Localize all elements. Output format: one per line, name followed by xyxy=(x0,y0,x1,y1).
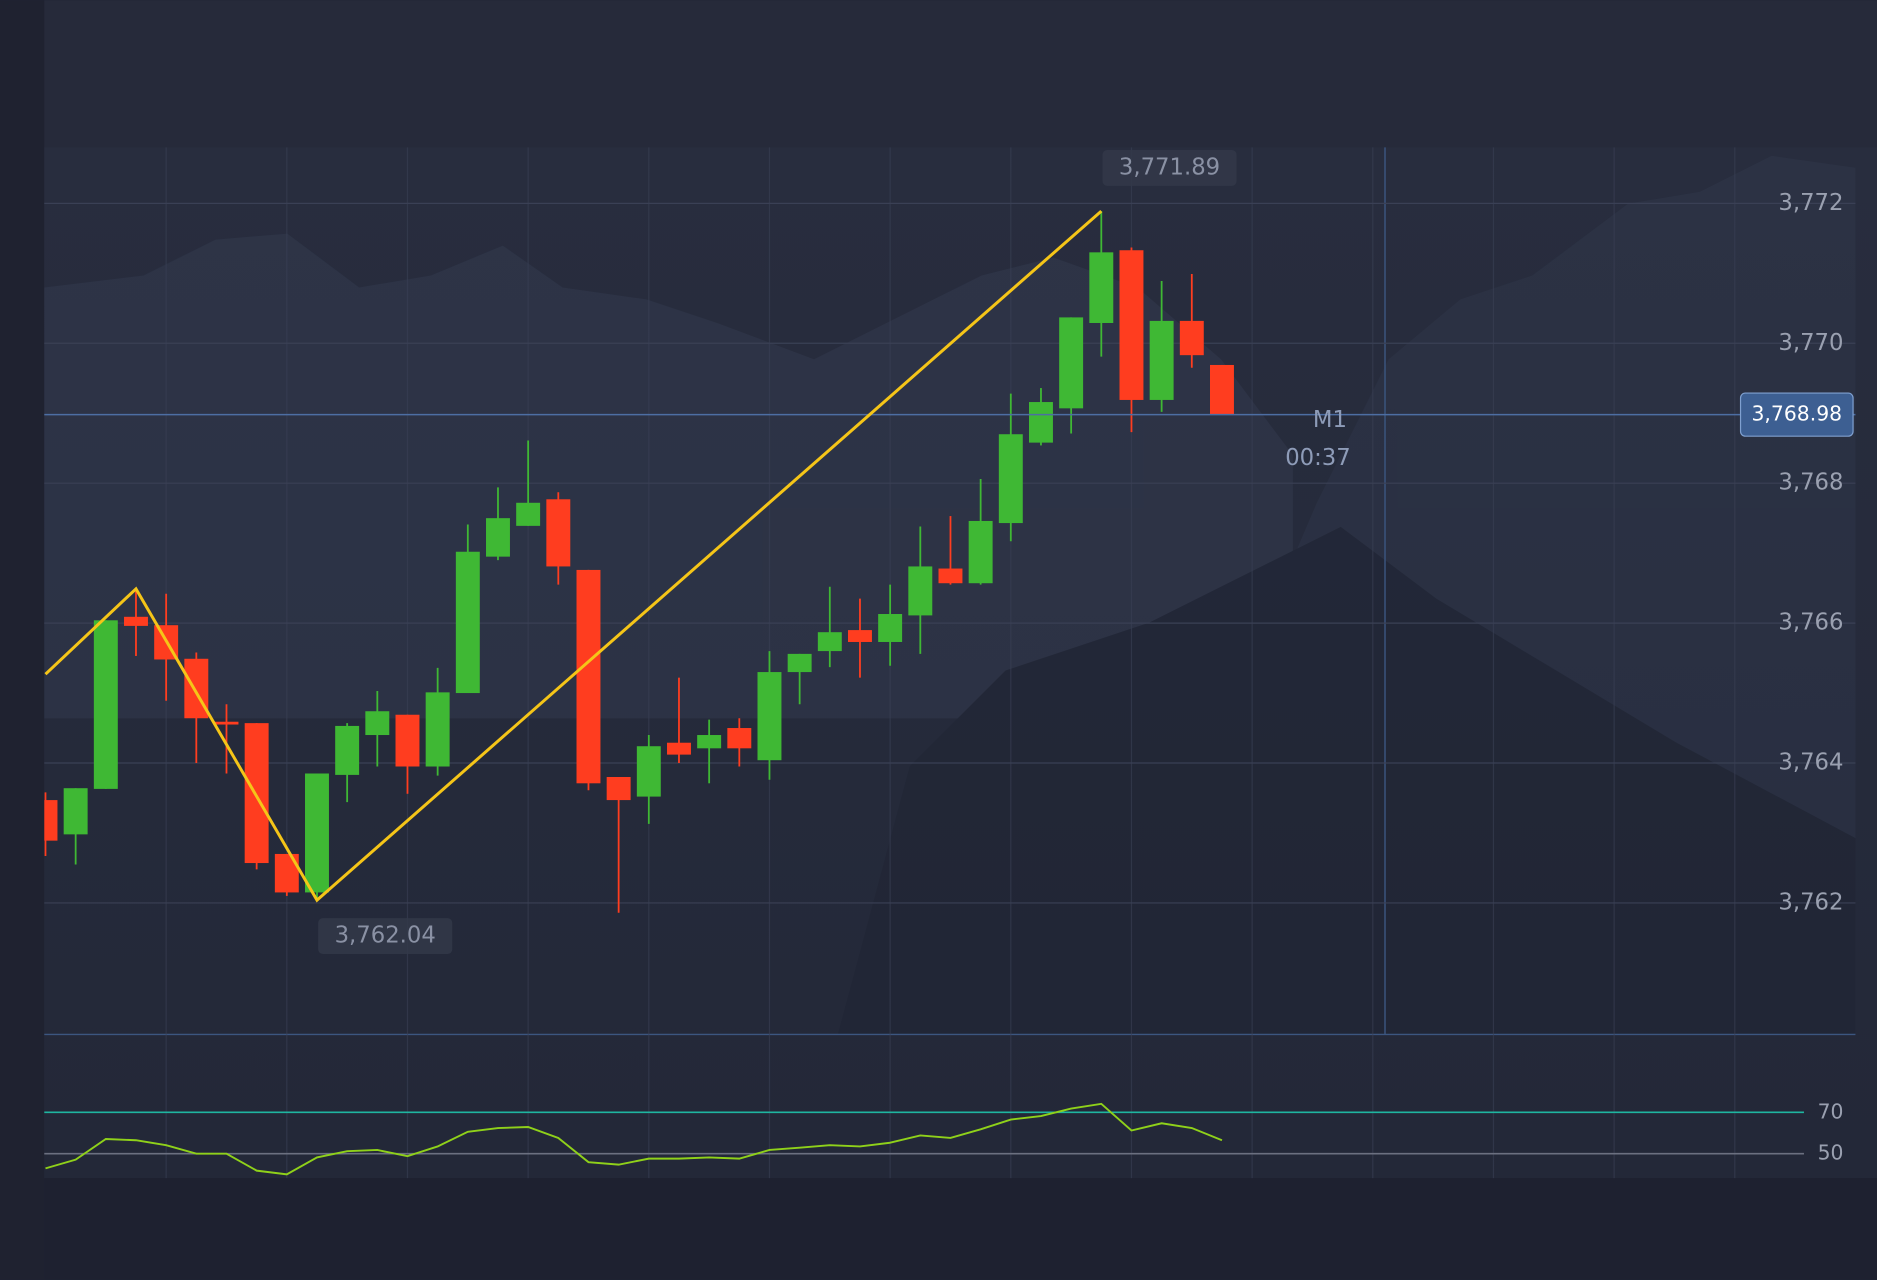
candle-body xyxy=(305,773,329,893)
candle-body xyxy=(486,518,510,557)
zigzag-line xyxy=(44,209,1103,903)
candle-body xyxy=(576,569,601,784)
candle-body xyxy=(938,568,963,584)
y-tick-label: 3,764 xyxy=(1778,750,1843,776)
left-strip xyxy=(0,0,45,1280)
candle-body xyxy=(214,721,239,725)
candle-body xyxy=(636,746,661,797)
countdown: 00:37 xyxy=(1285,445,1351,471)
y-tick-label: 3,768 xyxy=(1778,470,1843,496)
candle-body xyxy=(395,714,420,767)
candle-body xyxy=(1119,250,1144,400)
candle-body xyxy=(848,630,872,642)
candle-body xyxy=(817,632,842,652)
current-price-label: 3,768.98 xyxy=(1751,402,1842,426)
zigzag-label-box xyxy=(1102,150,1237,186)
candle-body xyxy=(455,551,480,694)
candle-body xyxy=(124,616,148,626)
candle-body xyxy=(878,614,903,642)
timeframe: M1 xyxy=(1313,407,1347,433)
bottom-area xyxy=(44,1178,1877,1280)
mountains xyxy=(44,155,1856,1035)
y-tick-label: 50 xyxy=(1818,1141,1844,1165)
candle-body xyxy=(697,735,722,749)
candle-body xyxy=(425,692,450,767)
candle-body xyxy=(908,566,933,616)
candle-body xyxy=(1059,317,1084,409)
zigzag-label: 3,762.04 xyxy=(335,923,436,949)
candle-body xyxy=(757,672,782,761)
zigzag-label-box xyxy=(318,918,453,954)
candle-body xyxy=(274,853,299,893)
candle-body xyxy=(667,742,691,755)
y-tick-label: 70 xyxy=(1818,1099,1844,1123)
candle-body xyxy=(335,725,360,775)
candle-body xyxy=(1179,320,1204,356)
candle-body xyxy=(1028,402,1053,443)
y-tick-label: 3,770 xyxy=(1778,330,1843,356)
candle-body xyxy=(244,723,269,864)
candle-body xyxy=(727,728,752,749)
candle-body xyxy=(93,620,118,789)
candle-body xyxy=(516,502,541,526)
candle-body xyxy=(63,788,88,835)
candle-body xyxy=(44,800,58,841)
candle-body xyxy=(1209,364,1234,415)
candle-body xyxy=(968,520,993,584)
candle-body xyxy=(546,499,571,567)
candle-body xyxy=(787,653,812,673)
candle-body xyxy=(1089,252,1114,323)
y-tick-label: 3,772 xyxy=(1778,190,1843,216)
current-price-box xyxy=(1739,392,1854,437)
plot-background xyxy=(44,147,1877,1179)
candle-body xyxy=(1149,320,1174,400)
y-tick-label: 3,766 xyxy=(1778,610,1843,636)
candle-body xyxy=(365,711,390,736)
y-tick-label: 3,762 xyxy=(1778,889,1843,915)
zigzag-label: 3,771.89 xyxy=(1119,154,1220,180)
rsi-line xyxy=(45,1102,1223,1176)
candle-body xyxy=(998,434,1023,524)
candles xyxy=(44,211,1234,913)
candle-body xyxy=(606,776,631,801)
